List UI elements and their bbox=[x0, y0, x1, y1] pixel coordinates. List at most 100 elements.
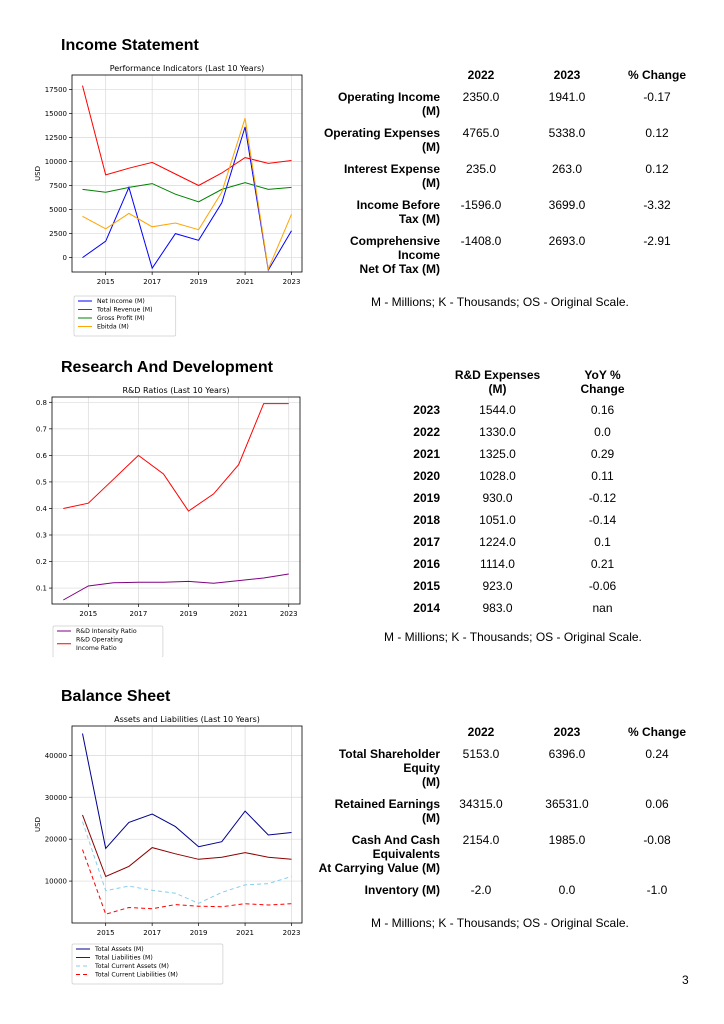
x-tick-label: 2023 bbox=[283, 278, 301, 286]
rnd-table: R&D Expenses (M) YoY % Change 2023 1544.0… bbox=[385, 366, 650, 616]
rnd-header-expenses: R&D Expenses (M) bbox=[440, 366, 555, 396]
income-header-change: % Change bbox=[627, 68, 686, 82]
legend-label: Total Current Liabilities (M) bbox=[94, 972, 178, 979]
row-label-line: (M) bbox=[422, 140, 440, 154]
cell-v2022: -2.0 bbox=[470, 883, 492, 897]
row-label-line: Interest Expense bbox=[343, 162, 440, 176]
x-tick-label: 2021 bbox=[230, 610, 248, 618]
cell-expense: 1330.0 bbox=[479, 425, 516, 439]
cell-expense: 1028.0 bbox=[479, 469, 516, 483]
cell-v2023: 1985.0 bbox=[548, 833, 586, 847]
series-line bbox=[82, 85, 292, 187]
x-tick-label: 2015 bbox=[97, 929, 115, 937]
legend-label: Ebitda (M) bbox=[97, 324, 129, 331]
series-line bbox=[82, 182, 292, 203]
row-label-line: Inventory (M) bbox=[364, 883, 440, 897]
balance-header-2023: 2023 bbox=[553, 725, 581, 739]
row-label: Interest Expense (M) bbox=[305, 154, 440, 190]
cell-yoy: 0.0 bbox=[594, 425, 611, 439]
income-chart: Performance Indicators (Last 10 Years) 0 2… bbox=[34, 64, 303, 337]
table-row: 2015 923.0 -0.06 bbox=[385, 572, 650, 594]
row-label-line: (M) bbox=[422, 775, 440, 789]
table-row: 2020 1028.0 0.11 bbox=[385, 462, 650, 484]
legend-box bbox=[52, 625, 164, 657]
rnd-header-yoy: YoY % Change bbox=[555, 366, 650, 396]
income-section-title: Income Statement bbox=[61, 37, 199, 54]
y-tick-label: 10000 bbox=[45, 158, 67, 166]
rnd-header-expenses-line1: R&D Expenses bbox=[454, 368, 541, 382]
legend-label: Total Revenue (M) bbox=[96, 307, 153, 314]
cell-v2022: 2154.0 bbox=[462, 833, 500, 847]
series-line bbox=[82, 126, 292, 272]
balance-note: M - Millions; K - Thousands; OS - Origin… bbox=[371, 916, 629, 930]
cell-v2022: 235.0 bbox=[465, 162, 497, 176]
y-tick-label: 5000 bbox=[49, 206, 67, 214]
table-row: Income Before Tax (M) -1596.0 3699.0 -3.32 bbox=[305, 190, 702, 226]
income-table: 2022 2023 % Change Operating Income (M) 23… bbox=[305, 68, 702, 276]
x-tick-label: 2023 bbox=[283, 929, 301, 937]
series-line bbox=[63, 573, 289, 601]
row-label-line: Income bbox=[397, 248, 440, 262]
cell-expense: 923.0 bbox=[482, 579, 513, 593]
chart-title: R&D Ratios (Last 10 Years) bbox=[122, 386, 229, 395]
row-label-line: Equity bbox=[403, 761, 440, 775]
balance-section-title: Balance Sheet bbox=[61, 688, 171, 705]
cell-yoy: -0.12 bbox=[588, 491, 617, 505]
cell-v2023: 0.0 bbox=[558, 883, 576, 897]
row-label-line: Retained Earnings bbox=[334, 797, 440, 811]
table-row: 2021 1325.0 0.29 bbox=[385, 440, 650, 462]
cell-year: 2022 bbox=[413, 425, 440, 439]
income-header-2022: 2022 bbox=[467, 68, 495, 82]
cell-expense: 1224.0 bbox=[479, 535, 516, 549]
plot-frame bbox=[71, 725, 303, 924]
y-tick-label: 0.8 bbox=[36, 399, 47, 407]
y-tick-label: 0.6 bbox=[36, 452, 48, 460]
y-tick-label: 20000 bbox=[45, 836, 67, 844]
income-header-2023: 2023 bbox=[553, 68, 581, 82]
rnd-chart: R&D Ratios (Last 10 Years) 0.1 0.2 0.3 0.4 0.… bbox=[36, 386, 301, 657]
y-tick-label: 0.3 bbox=[36, 532, 47, 540]
series-line bbox=[82, 814, 292, 878]
table-row: Operating Expenses (M) 4765.0 5338.0 0.12 bbox=[305, 118, 702, 154]
series-line bbox=[63, 403, 289, 512]
table-row: 2014 983.0 nan bbox=[385, 594, 650, 616]
cell-v2023: 5338.0 bbox=[548, 126, 586, 140]
cell-yoy: 0.11 bbox=[591, 469, 614, 483]
cell-v2023: 36531.0 bbox=[545, 797, 589, 811]
table-row: Inventory (M) -2.0 0.0 -1.0 bbox=[305, 875, 702, 897]
table-row: 2022 1330.0 0.0 bbox=[385, 418, 650, 440]
cell-change: -3.32 bbox=[643, 198, 671, 212]
x-tick-label: 2015 bbox=[79, 610, 97, 618]
cell-year: 2019 bbox=[413, 491, 440, 505]
legend-label: R&D Operating bbox=[76, 637, 123, 644]
cell-expense: 983.0 bbox=[482, 601, 513, 615]
table-row: Cash And Cash Equivalents At Carrying Valu… bbox=[305, 825, 702, 875]
row-label: Operating Expenses (M) bbox=[305, 118, 440, 154]
row-label-line: Comprehensive bbox=[349, 234, 440, 248]
cell-year: 2015 bbox=[413, 579, 440, 593]
legend-label: Total Assets (M) bbox=[94, 946, 144, 953]
x-tick-label: 2019 bbox=[190, 278, 208, 286]
chart-title: Assets and Liabilities (Last 10 Years) bbox=[114, 715, 260, 724]
rnd-header-yoy-line2: Change bbox=[580, 382, 625, 396]
cell-v2022: 2350.0 bbox=[462, 90, 500, 104]
table-row: 2019 930.0 -0.12 bbox=[385, 484, 650, 506]
y-tick-label: 0.7 bbox=[36, 425, 47, 433]
cell-change: 0.12 bbox=[645, 126, 669, 140]
cell-expense: 1325.0 bbox=[479, 447, 516, 461]
row-label-line: (M) bbox=[422, 811, 440, 825]
x-tick-label: 2017 bbox=[130, 610, 148, 618]
cell-v2022: -1596.0 bbox=[460, 198, 502, 212]
x-tick-label: 2019 bbox=[180, 610, 198, 618]
cell-expense: 1114.0 bbox=[480, 557, 515, 571]
cell-yoy: 0.1 bbox=[594, 535, 611, 549]
table-row: Operating Income (M) 2350.0 1941.0 -0.17 bbox=[305, 82, 702, 118]
y-tick-label: 12500 bbox=[45, 134, 67, 142]
row-label: Cash And Cash Equivalents At Carrying Valu… bbox=[305, 825, 440, 875]
x-tick-label: 2023 bbox=[280, 610, 298, 618]
cell-year: 2017 bbox=[413, 535, 440, 549]
row-label-line: (M) bbox=[422, 176, 440, 190]
cell-yoy: 0.29 bbox=[590, 447, 615, 461]
legend-label: R&D Intensity Ratio bbox=[76, 628, 137, 635]
row-label-line: Tax (M) bbox=[398, 212, 440, 226]
